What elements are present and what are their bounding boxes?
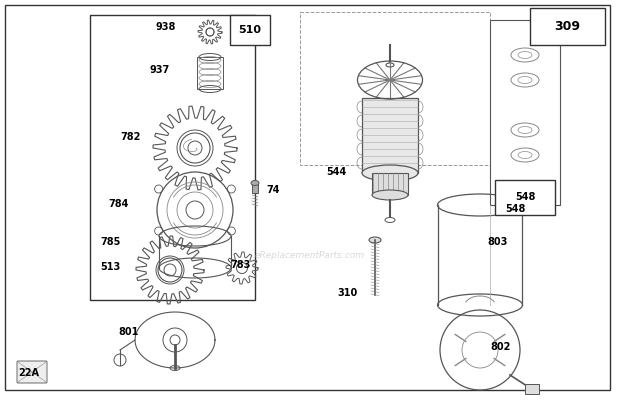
FancyBboxPatch shape <box>17 361 47 383</box>
Ellipse shape <box>369 237 381 243</box>
Text: 548: 548 <box>505 204 525 214</box>
Text: 801: 801 <box>118 327 138 337</box>
Bar <box>300 12 490 165</box>
Text: 783: 783 <box>230 260 250 270</box>
Ellipse shape <box>251 180 259 186</box>
Text: 513: 513 <box>100 262 120 272</box>
Text: 937: 937 <box>150 65 170 75</box>
Bar <box>490 20 560 205</box>
Text: 544: 544 <box>326 167 346 177</box>
Text: 510: 510 <box>239 25 262 35</box>
Text: eReplacementParts.com: eReplacementParts.com <box>255 250 365 260</box>
Text: 803: 803 <box>487 237 507 247</box>
Text: 309: 309 <box>554 20 580 33</box>
Bar <box>372 173 408 195</box>
Bar <box>525 384 539 394</box>
Text: 548: 548 <box>515 192 535 202</box>
Bar <box>90 15 255 300</box>
Text: 785: 785 <box>100 237 120 247</box>
Bar <box>197 57 223 89</box>
Text: 782: 782 <box>120 132 140 142</box>
Bar <box>495 180 555 215</box>
Bar <box>530 8 605 45</box>
Text: 802: 802 <box>490 342 510 352</box>
Ellipse shape <box>385 218 395 222</box>
Bar <box>230 15 270 45</box>
Bar <box>252 183 258 193</box>
Text: 74: 74 <box>266 185 280 195</box>
Ellipse shape <box>362 165 418 181</box>
Bar <box>362 98 418 173</box>
Text: 22A: 22A <box>18 368 39 378</box>
Ellipse shape <box>386 63 394 67</box>
Text: 938: 938 <box>155 22 175 32</box>
Text: 310: 310 <box>337 288 357 298</box>
Text: 784: 784 <box>108 199 128 209</box>
Ellipse shape <box>372 190 408 200</box>
